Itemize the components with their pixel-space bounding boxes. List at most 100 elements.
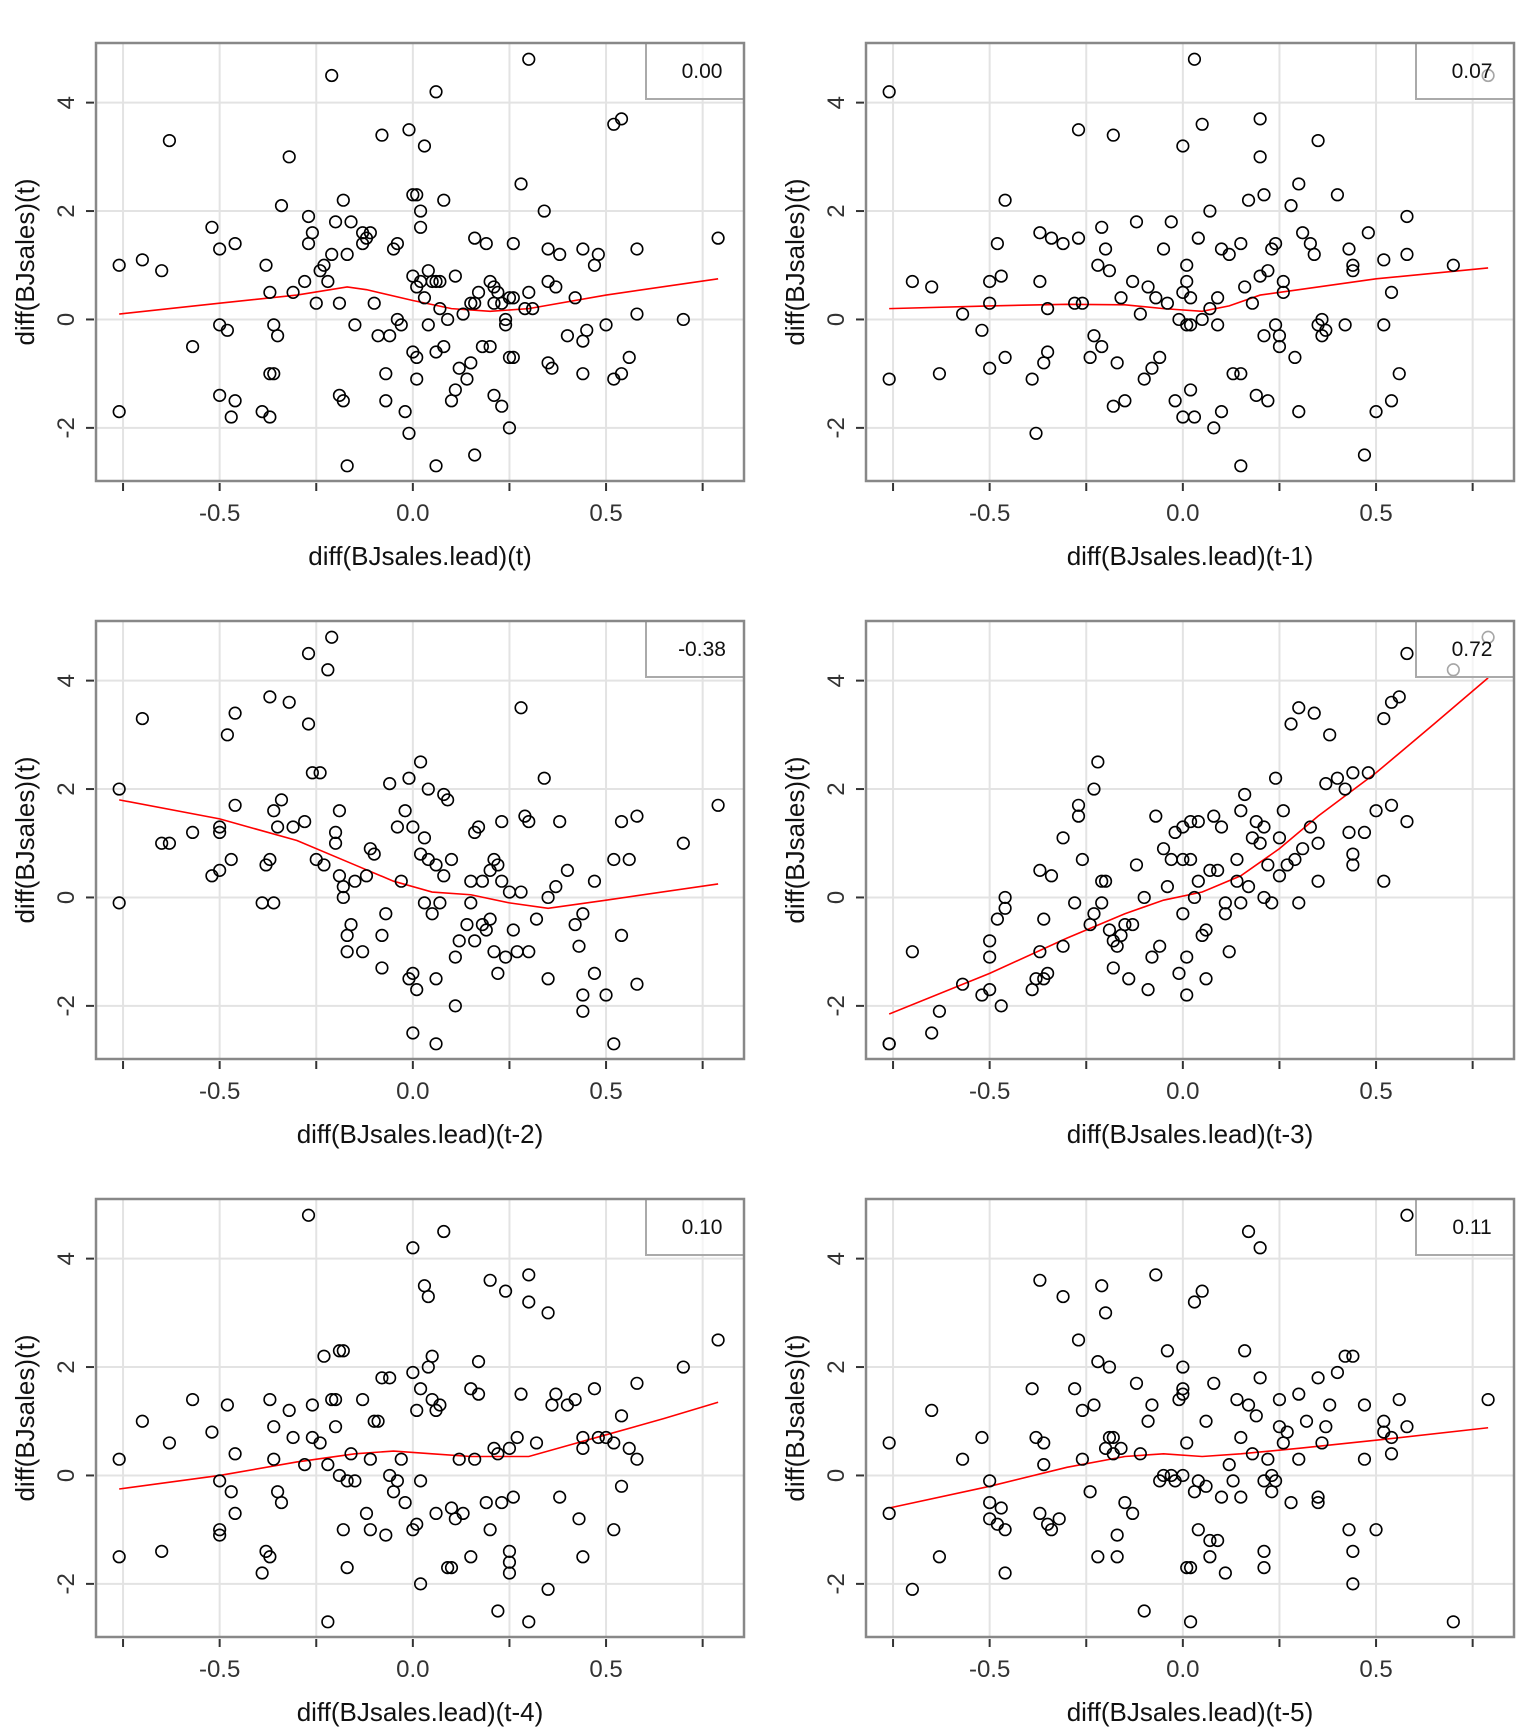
data-point	[464, 1550, 478, 1564]
data-point	[213, 1474, 227, 1488]
data-point	[301, 717, 316, 731]
data-point	[587, 258, 602, 272]
data-point	[1226, 367, 1240, 381]
data-point	[417, 896, 432, 910]
data-point	[394, 1452, 408, 1466]
data-point	[344, 1447, 358, 1461]
data-point	[135, 711, 149, 726]
data-point	[506, 923, 520, 937]
data-point	[1160, 296, 1174, 310]
data-point	[340, 459, 354, 473]
data-point	[1346, 1544, 1360, 1558]
data-point	[1102, 264, 1117, 278]
data-point	[1400, 1420, 1414, 1434]
data-point	[1183, 318, 1198, 332]
data-point	[263, 410, 277, 424]
data-point	[1342, 1523, 1356, 1537]
x-tick-label: -0.5	[199, 1078, 240, 1105]
y-tick-label: 0	[53, 1469, 80, 1482]
data-point	[1292, 896, 1306, 910]
data-point	[112, 1452, 126, 1466]
data-point	[676, 312, 690, 327]
data-point	[1041, 966, 1055, 980]
data-point	[498, 950, 513, 964]
data-point	[406, 820, 420, 834]
data-point	[274, 1495, 289, 1510]
data-point	[1044, 1523, 1059, 1537]
data-point	[495, 1495, 509, 1510]
data-point	[1323, 1398, 1337, 1412]
y-axis-title: diff(BJsales)(t)	[780, 178, 810, 345]
data-point	[1257, 1544, 1271, 1558]
data-point	[1384, 1447, 1399, 1461]
data-point	[375, 961, 389, 975]
data-point	[228, 1447, 242, 1461]
data-point	[1180, 1561, 1194, 1575]
data-point	[1296, 842, 1310, 856]
data-point	[491, 1604, 505, 1618]
data-point	[1203, 1533, 1217, 1548]
data-point	[576, 1550, 590, 1564]
data-point	[359, 869, 374, 883]
panel-border	[864, 619, 1516, 1061]
data-point	[956, 307, 970, 321]
data-point	[402, 426, 416, 440]
data-point	[328, 825, 343, 840]
data-point	[587, 966, 602, 980]
data-point	[1071, 798, 1086, 812]
data-point	[448, 999, 462, 1013]
data-point	[1245, 296, 1260, 310]
data-point	[363, 226, 377, 240]
data-point	[1211, 863, 1225, 877]
data-point	[1346, 766, 1360, 780]
data-point	[1118, 394, 1132, 408]
data-point	[213, 863, 227, 877]
data-point	[522, 1268, 536, 1282]
data-point	[1319, 323, 1333, 337]
data-point	[313, 1436, 327, 1450]
data-point	[1272, 1392, 1287, 1407]
data-point	[402, 123, 416, 137]
data-point	[576, 334, 590, 348]
data-point	[383, 329, 397, 343]
data-point	[1141, 1414, 1155, 1428]
data-point	[205, 1425, 219, 1439]
data-point	[1145, 361, 1159, 375]
data-point	[711, 1333, 725, 1347]
data-point	[1288, 852, 1302, 867]
data-point	[410, 983, 424, 997]
data-point	[1025, 1382, 1039, 1396]
y-tick-label: 2	[823, 204, 850, 217]
data-point	[1218, 896, 1232, 910]
data-point	[359, 1506, 374, 1521]
y-tick-label: 4	[53, 1252, 80, 1265]
data-point	[537, 771, 551, 785]
data-point	[983, 950, 997, 964]
data-point	[1292, 701, 1306, 715]
data-point	[410, 1517, 424, 1531]
data-point	[1207, 1376, 1221, 1390]
data-point	[464, 356, 478, 370]
data-point	[1025, 983, 1039, 997]
y-tick-label: 0	[823, 1469, 850, 1482]
data-point	[1075, 852, 1089, 867]
data-point	[1346, 847, 1360, 861]
data-point	[1311, 836, 1325, 850]
data-point	[1091, 1550, 1105, 1564]
data-point	[1071, 231, 1086, 245]
y-tick-label: 4	[823, 1252, 850, 1265]
data-point	[483, 912, 497, 926]
data-point	[332, 296, 347, 310]
data-point	[1265, 1485, 1279, 1499]
smooth-line	[888, 677, 1489, 1015]
data-point	[1095, 896, 1109, 910]
data-point	[483, 1523, 497, 1537]
data-point	[348, 1474, 362, 1488]
data-point	[213, 388, 227, 402]
data-point	[905, 1582, 919, 1596]
data-point	[1377, 711, 1391, 726]
panel-border	[864, 1197, 1516, 1639]
y-axis-title: diff(BJsales)(t)	[780, 1334, 810, 1501]
data-point	[1238, 1344, 1252, 1358]
x-tick-label: 0.0	[1166, 500, 1199, 527]
